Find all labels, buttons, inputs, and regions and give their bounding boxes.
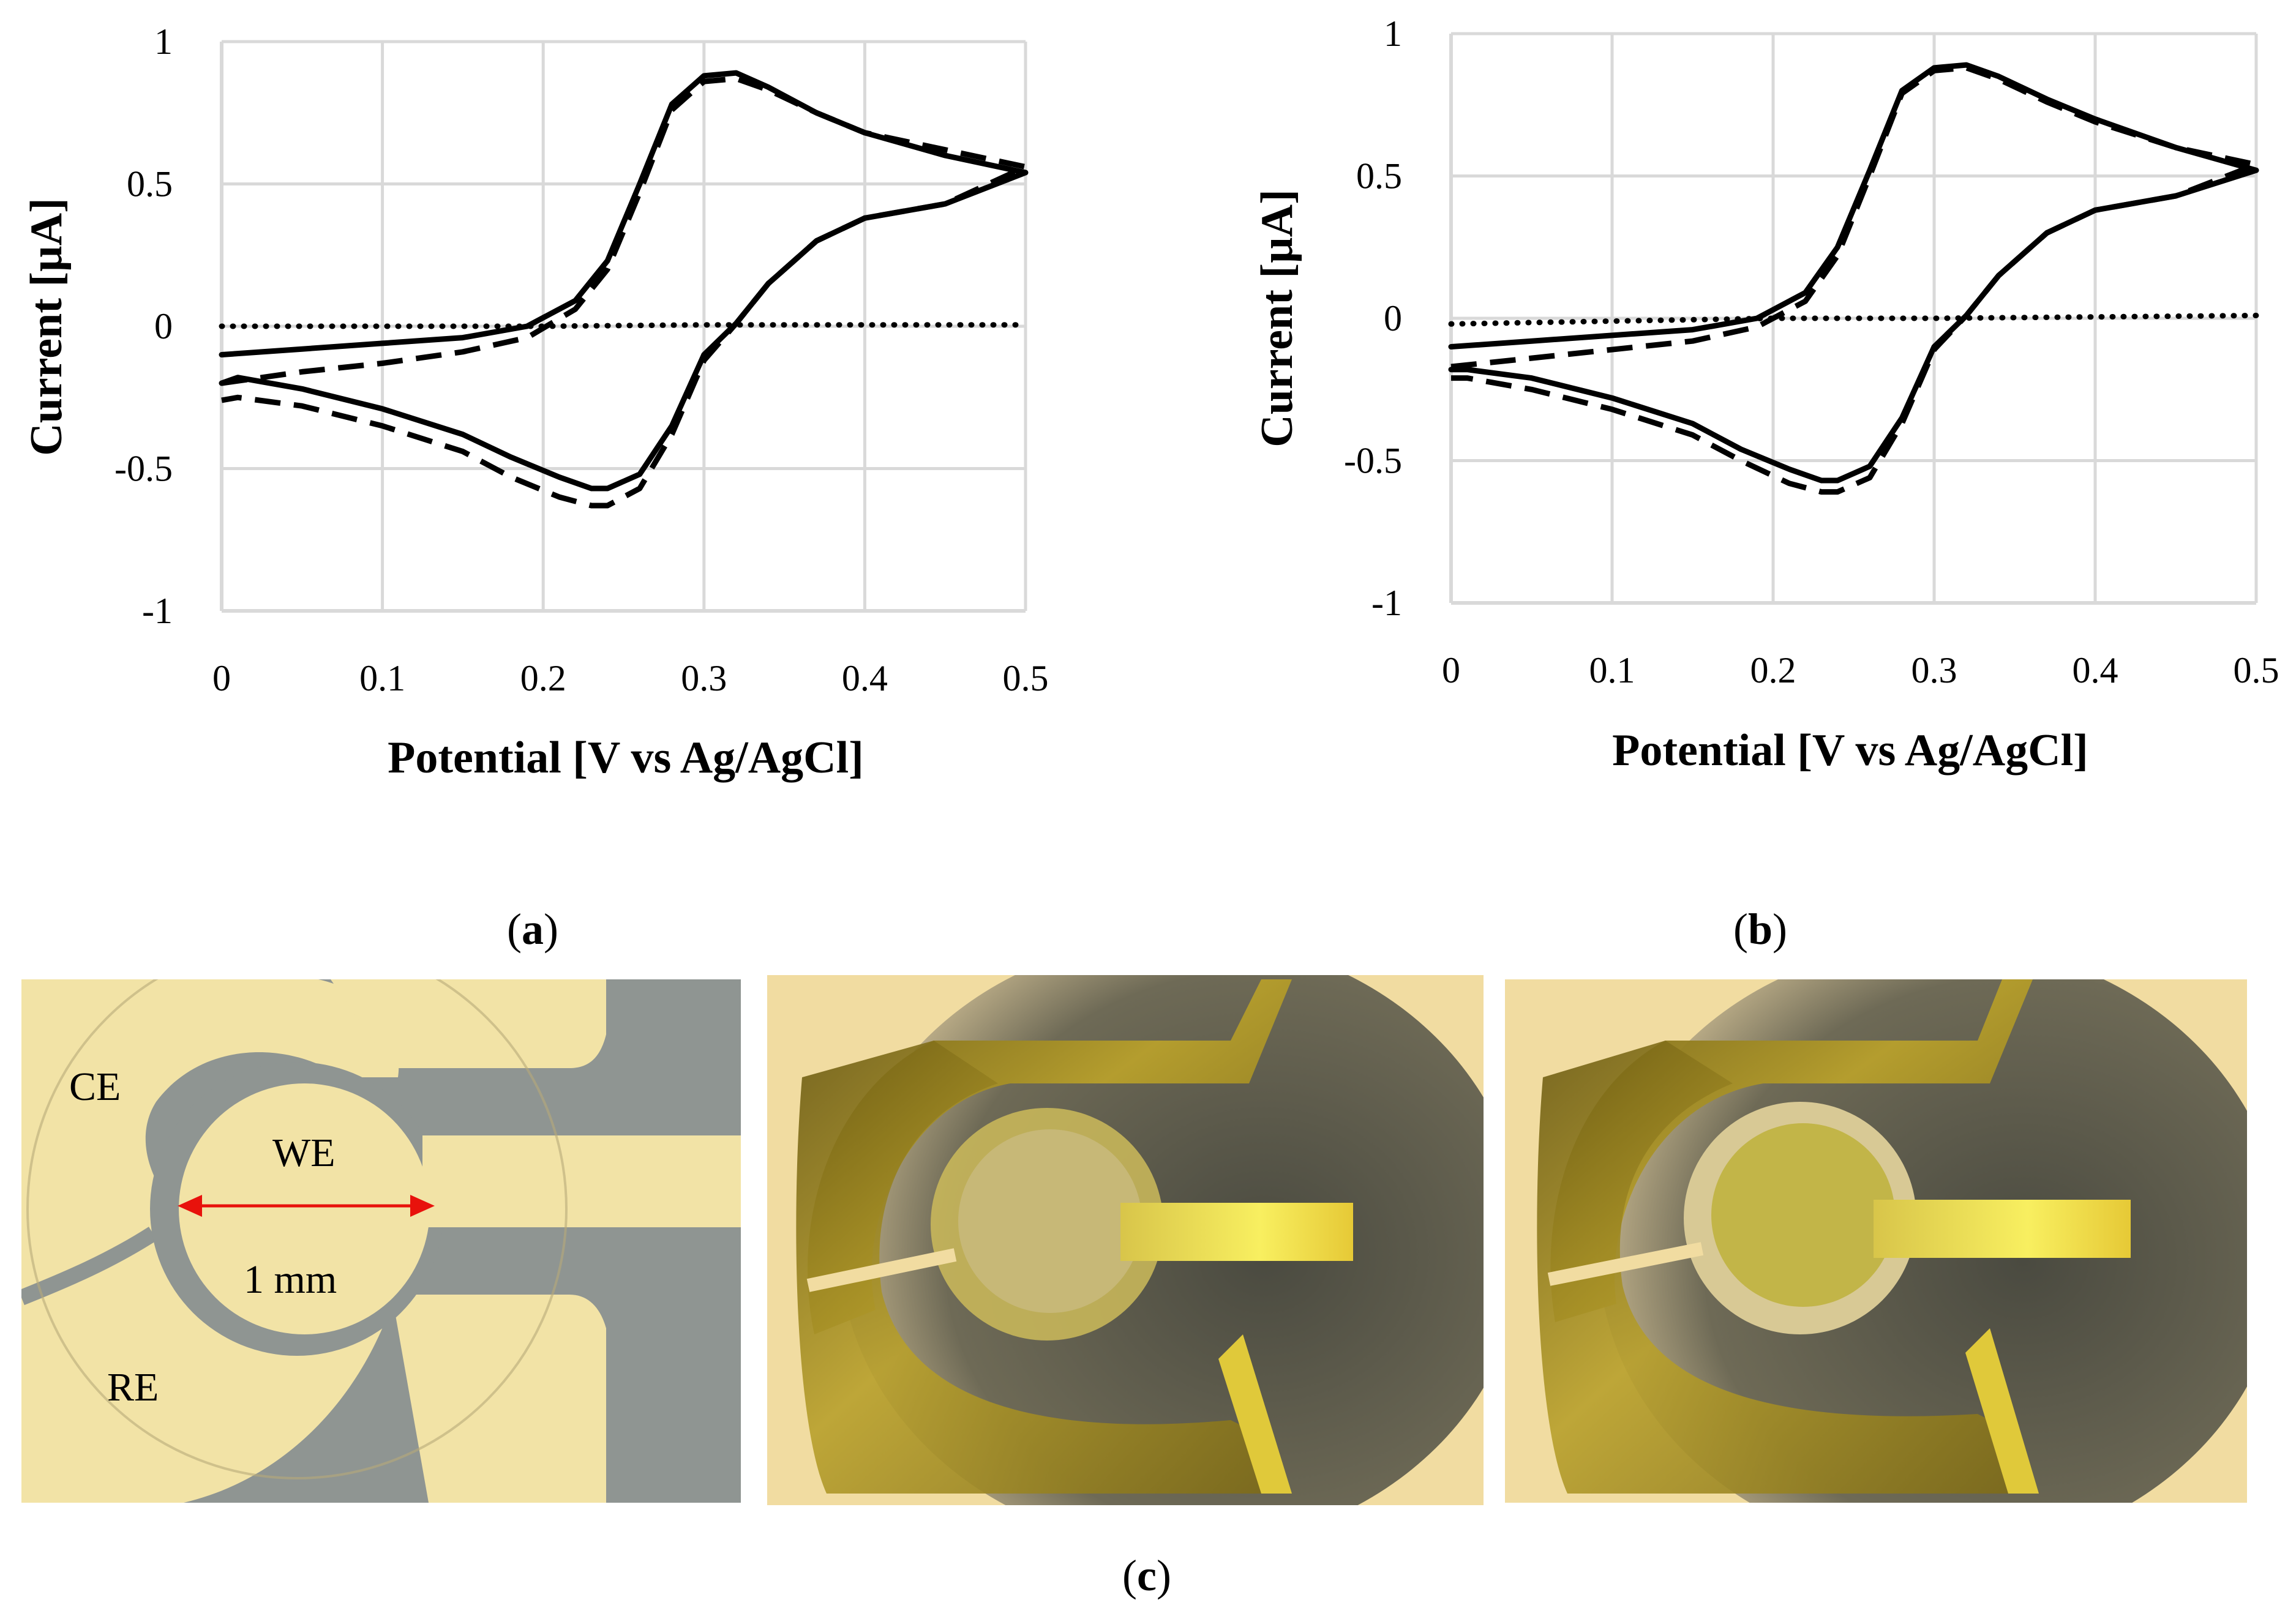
series-solid-line [219, 70, 1029, 492]
panel-c-caption-letter: c [1137, 1551, 1157, 1600]
electrode-photo-cell-2 [1505, 979, 2247, 1503]
electrode-photo-cell-1 [767, 975, 1484, 1505]
chart-a: 0 0.1 0.2 0.3 0.4 0.5 -1 -0.5 0 0.5 1 Current [µA]… [21, 21, 1049, 954]
series-dashed-line [1450, 65, 2259, 495]
x-tick-label: 0.2 [520, 658, 566, 698]
x-tick-label: 0.3 [1911, 650, 1957, 690]
label-ce: CE [69, 1064, 121, 1109]
chart-a-x-axis-label: Potential [V vs Ag/AgCl] [388, 733, 864, 783]
x-tick-label: 0.2 [1750, 650, 1796, 690]
label-scale: 1 mm [244, 1257, 337, 1302]
y-tick-label: -1 [142, 591, 173, 631]
y-tick-label: -1 [1371, 583, 1402, 623]
ce-re-gap [21, 1227, 158, 1306]
x-tick-label: 0.4 [842, 658, 888, 698]
chart-b: 0 0.1 0.2 0.3 0.4 0.5 -1 -0.5 0 0.5 1 Current [µA]… [1252, 13, 2279, 954]
y-tick-label: -0.5 [114, 449, 173, 489]
x-tick-label: 0.1 [359, 658, 405, 698]
x-tick-label: 0.5 [1003, 658, 1049, 698]
label-re: RE [107, 1365, 159, 1410]
y-tick-label: 1 [1384, 13, 1402, 54]
chart-a-y-axis-label: Current [µA] [21, 198, 72, 455]
chart-b-tick-labels: 0 0.1 0.2 0.3 0.4 0.5 -1 -0.5 0 0.5 1 [1344, 13, 2279, 690]
we-disk-2 [1711, 1123, 1895, 1307]
x-tick-label: 0 [1442, 650, 1460, 690]
svg-text:(c): (c) [1122, 1551, 1171, 1600]
we-disk [958, 1129, 1142, 1313]
y-tick-label: 0.5 [127, 164, 173, 204]
x-tick-label: 0.5 [2234, 650, 2279, 690]
label-we: WE [272, 1131, 336, 1175]
electrode-photo-bare: CE WE 1 mm RE [21, 979, 741, 1503]
y-tick-label: 0 [1384, 298, 1402, 338]
chart-a-tick-labels: 0 0.1 0.2 0.3 0.4 0.5 -1 -0.5 0 0.5 1 [114, 21, 1048, 698]
panel-b-caption: (b) [1733, 905, 1787, 954]
chart-b-y-axis-label: Current [µA] [1252, 189, 1302, 447]
x-tick-label: 0.3 [681, 658, 727, 698]
x-tick-label: 0.1 [1589, 650, 1635, 690]
series-dashed-line [221, 75, 1029, 509]
working-electrode-disk [179, 1083, 430, 1334]
x-tick-label: 0.4 [2073, 650, 2118, 690]
chart-a-series [219, 70, 1029, 509]
y-tick-label: 0 [154, 306, 173, 346]
y-tick-label: 0.5 [1356, 156, 1402, 196]
top-lead [331, 979, 606, 1068]
svg-text:(b): (b) [1733, 905, 1787, 954]
x-tick-label: 0 [212, 658, 231, 698]
chart-b-series [1448, 62, 2259, 495]
we-lead [1120, 1203, 1353, 1261]
panel-c-caption: (c) [1122, 1551, 1171, 1600]
bottom-lead [392, 1295, 606, 1503]
working-electrode-lead [429, 1135, 741, 1227]
panel-b-caption-letter: b [1748, 905, 1773, 954]
chart-b-axes [1449, 34, 2256, 605]
y-tick-label: 1 [154, 21, 173, 62]
series-dotted-line [219, 322, 1029, 329]
chart-b-x-axis-label: Potential [V vs Ag/AgCl] [1612, 725, 2088, 776]
panel-a-caption-letter: a [522, 905, 544, 954]
series-dotted-line [1448, 312, 2259, 327]
y-tick-label: -0.5 [1344, 441, 1402, 481]
svg-text:(a): (a) [507, 905, 558, 954]
scale-arrow [178, 1195, 435, 1217]
panel-a-caption: (a) [507, 905, 558, 954]
